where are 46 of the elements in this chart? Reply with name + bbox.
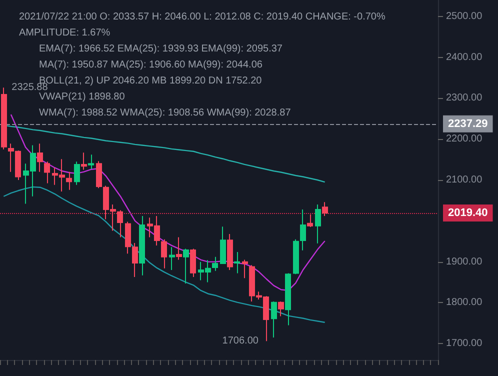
- candlestick: [300, 208, 306, 251]
- candlestick: [190, 248, 196, 278]
- y-tick-label: 1900.00: [446, 256, 483, 268]
- line-series: [3, 186, 326, 323]
- y-tick-label: 2100.00: [446, 174, 483, 186]
- candlestick: [285, 272, 291, 326]
- y-tick-label: 2200.00: [446, 134, 483, 145]
- candlestick: [212, 256, 218, 272]
- candlestick: [117, 210, 123, 238]
- text: AMPLITUDE: 1.67%: [19, 28, 110, 38]
- annotation: VWAP(21) 1898.80: [39, 92, 126, 102]
- candlestick: [139, 216, 145, 276]
- annotation: 1706.00: [222, 336, 259, 347]
- candlestick: [183, 248, 189, 284]
- candlestick: [322, 202, 328, 216]
- candlestick: [271, 301, 277, 338]
- text: 2021/07/22 21:00 O: 2033.57 H: 2046.00 L: 2012.08 C: 2019.40 CHANGE: -0.70%: [19, 12, 386, 22]
- candlestick: [169, 246, 175, 270]
- annotation: EMA(7): 1966.52 EMA(25): 1939.93 EMA(99): 2095.37: [39, 44, 283, 54]
- y-tick-label: 1700.00: [446, 338, 483, 350]
- candlestick: [234, 252, 240, 274]
- candlestick: [227, 234, 233, 270]
- candlestick: [81, 152, 87, 170]
- y-tick-label: 1800.00: [446, 297, 483, 308]
- candlestick: [220, 226, 226, 264]
- y-tick-label: 2500.00: [446, 10, 483, 22]
- candlestick: [293, 238, 299, 275]
- y-tick-label: 2400.00: [446, 52, 483, 63]
- y-tick-label: 2300.00: [446, 92, 483, 104]
- candlestick: [66, 171, 72, 190]
- annotation: MA(7): 1950.87 MA(25): 1906.60 MA(99): 2044.06: [39, 60, 263, 70]
- candlestick: [161, 238, 167, 269]
- candlestick: [307, 214, 313, 228]
- ref-line-label: 2237.29: [448, 118, 488, 130]
- candlestick: [315, 204, 321, 244]
- candlestick: [74, 161, 80, 186]
- candlestick: [96, 160, 102, 189]
- candlestick: [88, 154, 94, 170]
- candlestick: [176, 236, 182, 260]
- ref-line-label: 2019.40: [448, 206, 488, 219]
- candlestick: [242, 259, 248, 279]
- candlestick: [278, 301, 284, 317]
- candlestick: [37, 143, 43, 172]
- candlestick: [44, 161, 50, 184]
- candlestick: [1, 87, 7, 150]
- annotation: WMA(7): 1988.52 WMA(25): 1908.56 WMA(99): 2028.87: [39, 108, 292, 118]
